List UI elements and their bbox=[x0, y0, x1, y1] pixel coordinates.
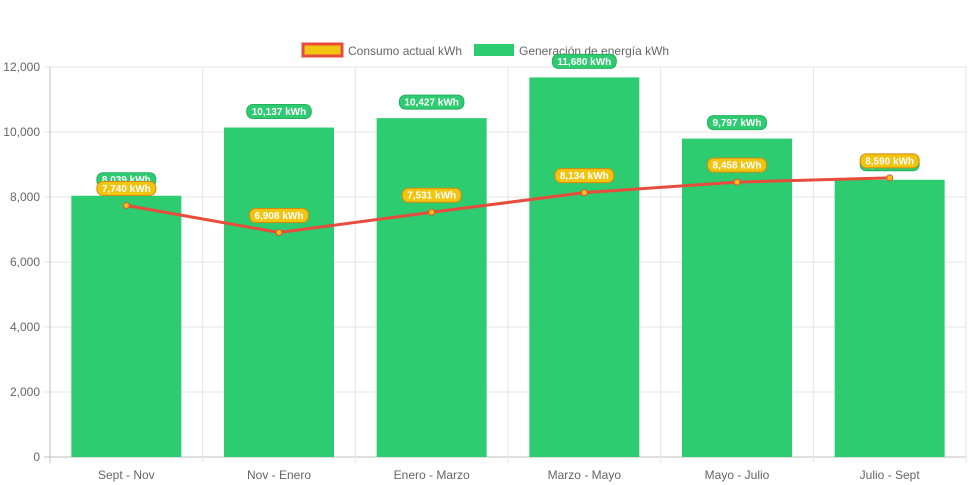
y-tick-label: 4,000 bbox=[10, 320, 40, 334]
line-point bbox=[580, 189, 588, 197]
line-data-label: 7,740 kWh bbox=[96, 180, 157, 196]
bar bbox=[376, 118, 487, 457]
data-label-bg bbox=[554, 168, 615, 184]
bar-data-label: 10,137 kWh bbox=[246, 104, 312, 120]
x-tick-label: Julio - Sept bbox=[860, 468, 921, 482]
grid bbox=[44, 66, 967, 463]
bar-data-label: 11,680 kWh bbox=[551, 53, 617, 69]
legend[interactable]: Consumo actual kWh Generación de energía… bbox=[301, 42, 669, 58]
data-label-bg bbox=[401, 187, 462, 203]
y-tick-label: 12,000 bbox=[3, 60, 40, 74]
data-label-text: 8,590 kWh bbox=[865, 156, 914, 167]
line-data-label: 7,531 kWh bbox=[401, 187, 462, 203]
legend-swatch-generacion bbox=[474, 44, 514, 56]
data-label-bg bbox=[551, 53, 617, 69]
legend-label-consumo: Consumo actual kWh bbox=[348, 44, 462, 58]
data-label-bg bbox=[249, 207, 309, 223]
y-tick-label: 2,000 bbox=[10, 385, 40, 399]
bar-series bbox=[71, 77, 945, 458]
y-tick-label: 6,000 bbox=[10, 255, 40, 269]
bar bbox=[71, 195, 182, 458]
data-label-bg bbox=[859, 153, 920, 169]
bar-data-label: 9,797 kWh bbox=[707, 115, 767, 131]
legend-item-consumo[interactable]: Consumo actual kWh bbox=[301, 42, 462, 58]
bar bbox=[834, 179, 945, 457]
legend-swatch-consumo bbox=[301, 42, 344, 58]
line-data-label: 6,908 kWh bbox=[249, 207, 309, 223]
data-labels: 8,039 kWh 10,137 kWh 10,427 kWh 11,680 kWh 9… bbox=[96, 53, 920, 223]
line-point bbox=[122, 201, 130, 209]
bar bbox=[529, 77, 640, 458]
data-label-bg bbox=[707, 115, 767, 131]
bar bbox=[682, 138, 792, 457]
bar-data-label: 10,427 kWh bbox=[398, 94, 465, 110]
line-data-label: 8,134 kWh bbox=[554, 168, 615, 184]
data-label-bg bbox=[96, 180, 157, 196]
data-label-text: 7,531 kWh bbox=[407, 191, 456, 202]
line-data-label: 8,590 kWh bbox=[859, 153, 920, 169]
x-tick-label: Marzo - Mayo bbox=[548, 468, 622, 482]
data-label-text: 10,137 kWh bbox=[252, 107, 306, 118]
x-tick-label: Enero - Marzo bbox=[394, 468, 470, 482]
data-label-text: 9,797 kWh bbox=[713, 118, 762, 129]
y-tick-label: 8,000 bbox=[10, 190, 40, 204]
line-point bbox=[428, 208, 436, 216]
data-label-text: 10,427 kWh bbox=[404, 98, 458, 109]
bar bbox=[224, 127, 334, 458]
line-data-label: 8,458 kWh bbox=[707, 157, 767, 173]
line-point bbox=[733, 178, 741, 186]
data-label-bg bbox=[707, 157, 767, 173]
data-label-text: 11,680 kWh bbox=[557, 57, 611, 68]
x-tick-label: Sept - Nov bbox=[98, 468, 155, 482]
y-axis: 0 2,000 4,000 6,000 8,000 10,000 12,000 bbox=[3, 60, 40, 464]
data-label-text: 8,458 kWh bbox=[713, 161, 762, 172]
line-point bbox=[275, 228, 283, 236]
y-tick-label: 10,000 bbox=[3, 125, 40, 139]
data-label-bg bbox=[398, 94, 465, 110]
x-tick-label: Nov - Enero bbox=[247, 468, 311, 482]
data-label-text: 6,908 kWh bbox=[255, 211, 304, 222]
series-line bbox=[126, 176, 890, 234]
line-point bbox=[886, 174, 894, 182]
data-label-text: 8,039 kWh bbox=[102, 175, 151, 186]
data-label-text: 7,740 kWh bbox=[102, 184, 151, 195]
x-axis: Sept - Nov Nov - Enero Enero - Marzo Marzo … bbox=[98, 468, 920, 482]
y-tick-label: 0 bbox=[33, 450, 40, 464]
data-label-text: 8,134 kWh bbox=[560, 171, 609, 182]
x-tick-label: Mayo - Julio bbox=[705, 468, 770, 482]
line-series bbox=[122, 174, 894, 236]
data-label-bg bbox=[246, 104, 312, 120]
